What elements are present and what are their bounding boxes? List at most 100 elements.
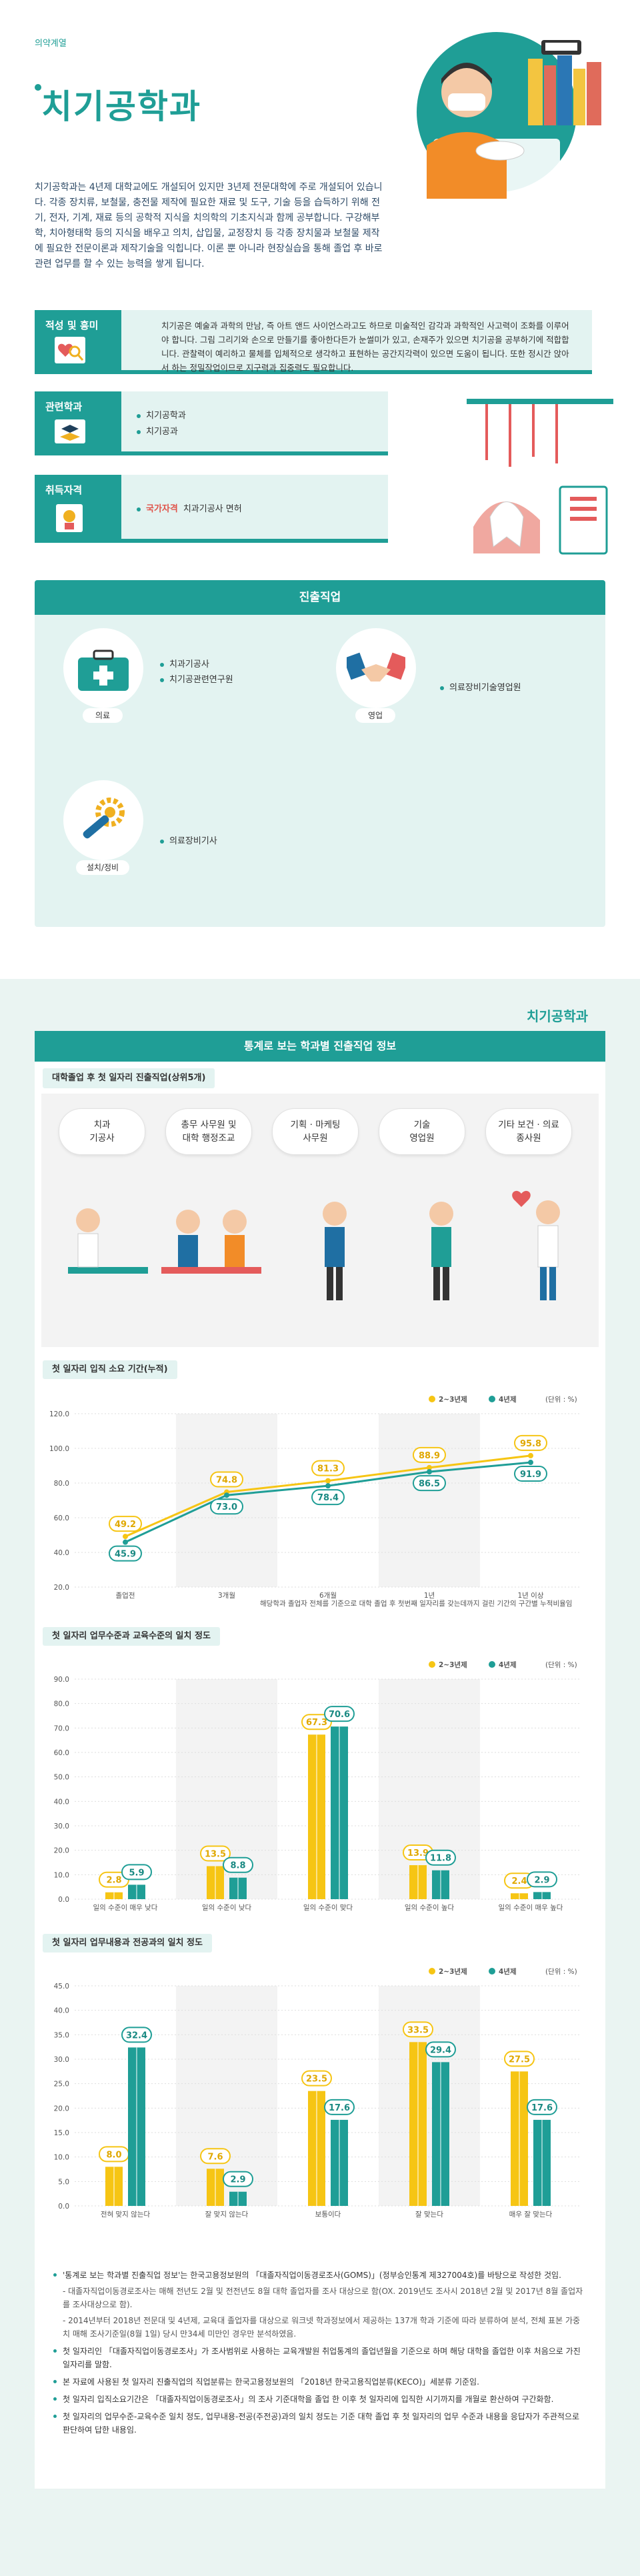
stats-title: 통계로 보는 학과별 진출직업 정보	[35, 1031, 605, 1062]
bar-stripe	[316, 2091, 317, 2206]
chart2: 2~3년제 4년제 (단위 : %) 0.0 10.0 20.0 30.0 40.0 50.0 6…	[54, 1660, 581, 1912]
y-tick-label: 40.0	[54, 1798, 69, 1806]
y-tick-label: 100.0	[49, 1445, 69, 1453]
data-label: 27.5	[509, 2055, 530, 2065]
column-band	[176, 1986, 277, 2206]
y-tick-label: 45.0	[54, 1983, 69, 1991]
bar-stripe	[237, 1877, 239, 1899]
legend-label-b: 4년제	[499, 1967, 517, 1976]
data-label-bg	[109, 1516, 142, 1532]
x-tick-label: 일의 수준이 매우 높다	[499, 1903, 563, 1912]
data-label-bg	[527, 2099, 557, 2115]
y-tick-label: 0.0	[58, 2203, 69, 2211]
data-label-bg	[425, 1849, 456, 1866]
chart3: 2~3년제 4년제 (단위 : %) 0.0 5.0 10.0 15.0 20.0 25.0 30…	[54, 1967, 581, 2219]
data-label-bg	[514, 1434, 547, 1451]
data-label-bg	[223, 2171, 253, 2187]
data-point	[427, 1469, 432, 1475]
stats-brand: 치기공학과	[527, 1008, 588, 1024]
x-tick-label: 1년 이상	[518, 1592, 544, 1600]
wrench-gear-icon	[83, 798, 125, 839]
data-label: 91.9	[520, 1470, 541, 1480]
y-tick-label: 30.0	[54, 2056, 69, 2064]
career-item: 의료장비기사	[160, 834, 217, 846]
y-tick-label: 60.0	[54, 1749, 69, 1757]
y-tick-label: 30.0	[54, 1822, 69, 1830]
legend-marker-a	[429, 1396, 435, 1402]
data-label: 67.3	[306, 1718, 327, 1728]
data-label: 32.4	[126, 2031, 147, 2041]
top-job-5: 기타 보건 · 의료 종사원	[485, 1108, 572, 1155]
note-item: 첫 일자리인 「대졸자직업이동경로조사」가 조사범위로 사용하는 교육개발원 취…	[53, 2345, 587, 2371]
bar-stripe	[215, 1866, 216, 1899]
career-group-sales: 영업	[355, 708, 395, 723]
y-tick-label: 20.0	[54, 1584, 69, 1592]
bullet-icon	[53, 2397, 57, 2401]
top-jobs-illustration	[68, 1190, 560, 1300]
bullet-icon	[137, 413, 141, 418]
y-tick-label: 70.0	[54, 1724, 69, 1732]
bar-stripe	[440, 2062, 441, 2206]
heart-magnifier-icon	[55, 337, 85, 363]
dentist-illustration	[417, 32, 601, 199]
data-label: 86.5	[419, 1479, 440, 1489]
data-label-bg	[425, 2041, 456, 2058]
page-title: 치기공학과	[41, 87, 201, 126]
data-label-bg	[324, 2099, 355, 2115]
bar-stripe	[339, 2119, 340, 2206]
x-tick-label: 잘 맞는다	[415, 2211, 443, 2219]
data-label-bg	[301, 1714, 332, 1730]
license-panel	[121, 475, 388, 539]
bar-stripe	[215, 2169, 216, 2206]
note-item: - 대졸자직업이동경로조사는 매해 전년도 2월 및 전전년도 8월 대학 졸업…	[63, 2287, 583, 2309]
data-label: 13.5	[205, 1850, 226, 1860]
legend-label-a: 2~3년제	[439, 1967, 467, 1976]
data-label: 2.9	[230, 2175, 245, 2185]
medical-kit-circle	[63, 628, 143, 708]
data-point	[325, 1478, 331, 1484]
data-label: 17.6	[329, 2103, 350, 2113]
y-tick-label: 10.0	[54, 2154, 69, 2162]
related-divider	[35, 451, 388, 455]
careers-title: 진출직업	[35, 580, 605, 615]
bullet-icon	[53, 2273, 57, 2277]
x-tick-label: 일의 수준이 높다	[405, 1903, 455, 1912]
medical-kit-icon	[78, 650, 129, 691]
data-label-bg	[121, 1864, 152, 1880]
legend-label-b: 4년제	[499, 1395, 517, 1404]
related-item-1: 치기공학과	[137, 408, 186, 421]
bar-stripe	[316, 1734, 317, 1899]
data-label: 8.8	[230, 1861, 245, 1871]
aptitude-box: 적성 및 흥미	[35, 310, 121, 370]
x-tick-label: 매우 잘 맞는다	[509, 2211, 553, 2219]
wrench-gear-circle	[63, 780, 143, 860]
data-label-bg	[311, 1489, 345, 1506]
data-label-bg	[200, 1845, 231, 1862]
bar-stripe	[417, 1865, 419, 1899]
bullet-icon	[160, 662, 164, 667]
note-item: 본 자료에 사용된 첫 일자리 진출직업의 직업분류는 한국고용정보원의 「20…	[53, 2375, 587, 2389]
top-job-2: 총무 사무원 및 대학 행정조교	[165, 1108, 252, 1155]
handshake-icon	[347, 652, 405, 682]
bar-stripe	[519, 2071, 520, 2206]
y-tick-label: 0.0	[58, 1896, 69, 1904]
legend-marker-b	[489, 1968, 495, 1975]
license-tag: 국가자격	[146, 504, 178, 514]
bar-stripe	[113, 1892, 115, 1899]
aptitude-label: 적성 및 흥미	[45, 319, 99, 331]
legend-marker-a	[429, 1661, 435, 1668]
notes-list: '통계로 보는 학과별 진출직업 정보'는 한국고용정보원의 「대졸자직업이동경…	[53, 2269, 587, 2437]
data-point	[528, 1452, 533, 1458]
data-point	[123, 1534, 128, 1540]
y-tick-label: 40.0	[54, 2007, 69, 2015]
data-label: 73.0	[216, 1502, 237, 1512]
column-band	[379, 1679, 480, 1899]
bar-stripe	[136, 1884, 137, 1899]
legend-marker-a	[429, 1968, 435, 1975]
data-label: 45.9	[115, 1550, 136, 1560]
bullet-icon	[53, 2415, 57, 2418]
top-jobs-title: 대학졸업 후 첫 일자리 진출직업(상위5개)	[43, 1068, 215, 1088]
license-box: 취득자격	[35, 475, 121, 539]
y-tick-label: 60.0	[54, 1514, 69, 1522]
